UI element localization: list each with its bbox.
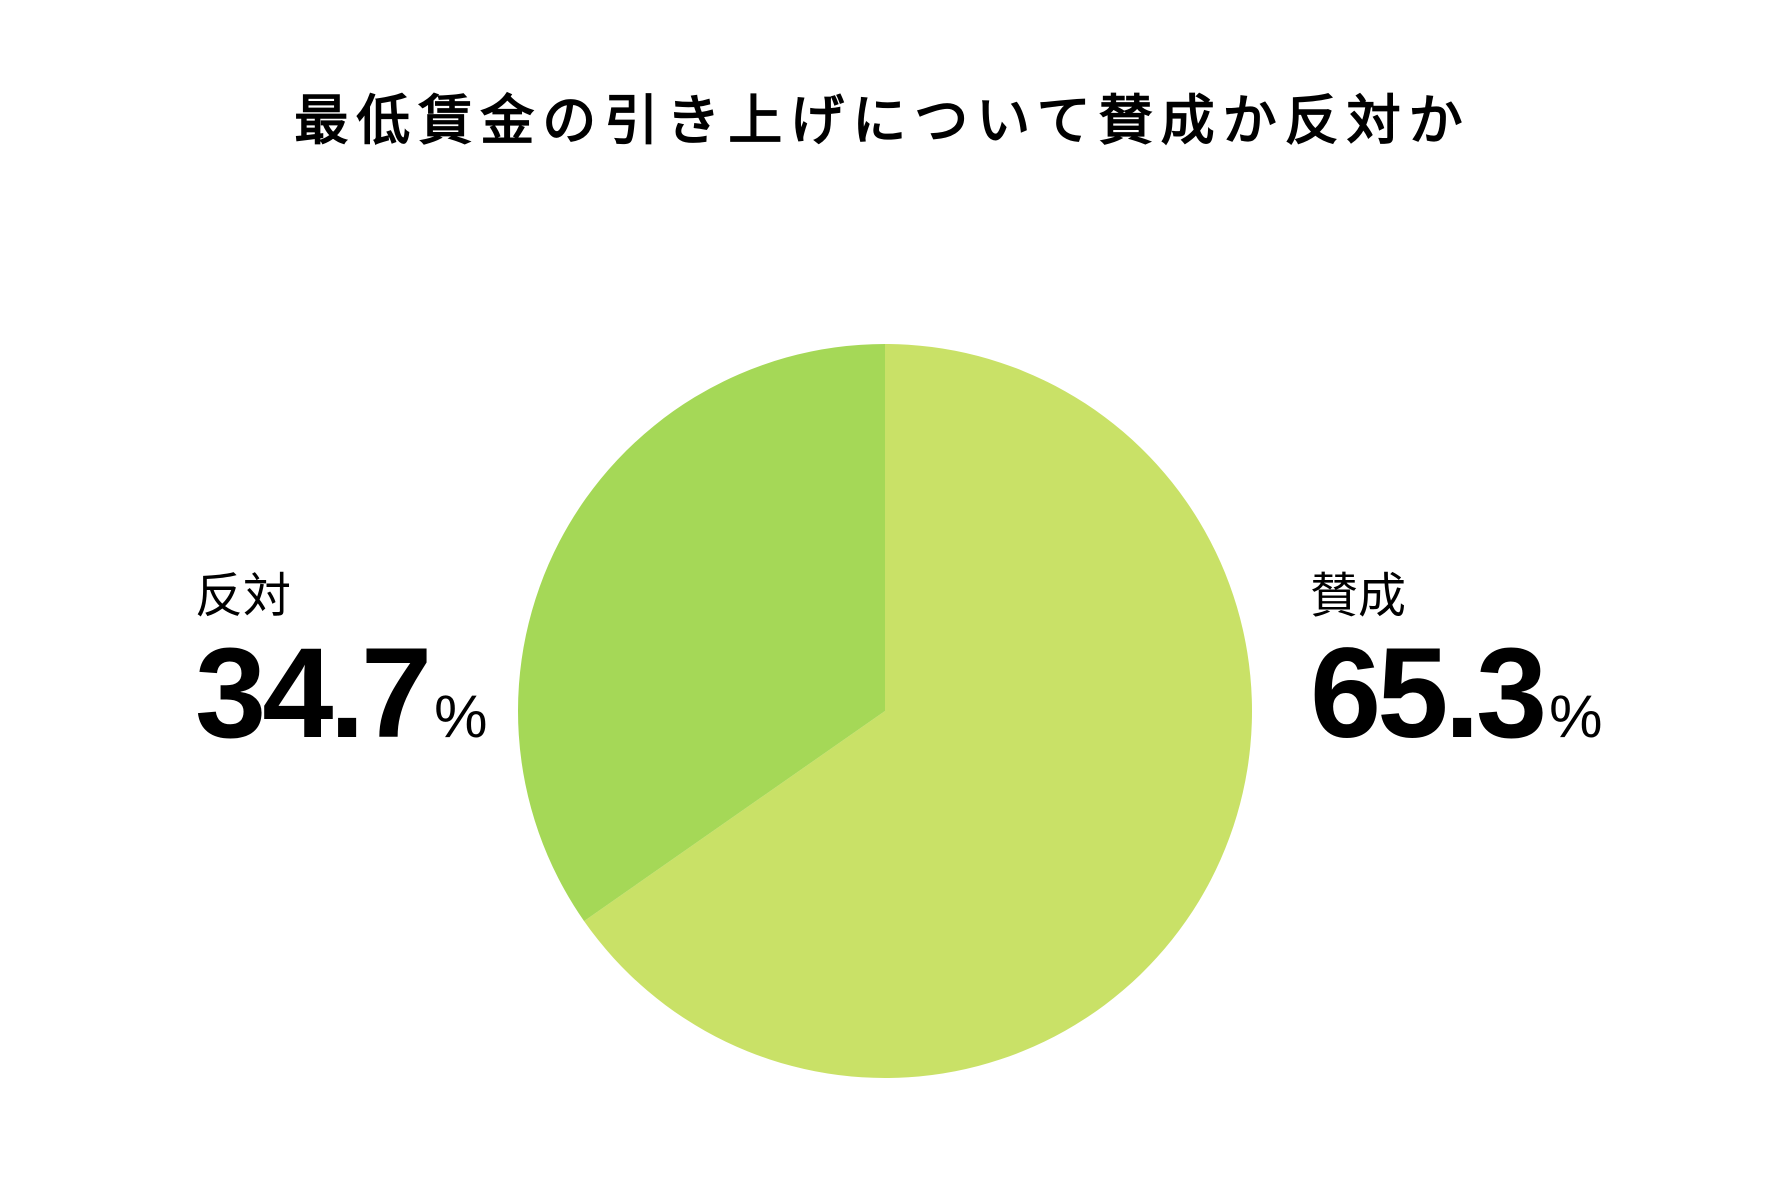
oppose-percent-unit: %: [434, 683, 488, 750]
label-oppose-value: 34.7%: [195, 630, 487, 758]
label-oppose-name: 反対: [195, 568, 292, 624]
label-favor-name: 賛成: [1310, 568, 1407, 624]
favor-percent: 65.3: [1310, 622, 1547, 765]
chart-title: 最低賃金の引き上げについて賛成か反対か: [294, 89, 1471, 152]
favor-percent-unit: %: [1549, 683, 1603, 750]
pie-slice-favor: [584, 344, 1252, 1078]
pie-slice-oppose: [518, 344, 885, 922]
label-oppose: 反対 34.7%: [195, 572, 487, 758]
label-favor-value: 65.3%: [1310, 630, 1602, 758]
label-favor: 賛成 65.3%: [1310, 572, 1602, 758]
oppose-percent: 34.7: [195, 622, 432, 765]
